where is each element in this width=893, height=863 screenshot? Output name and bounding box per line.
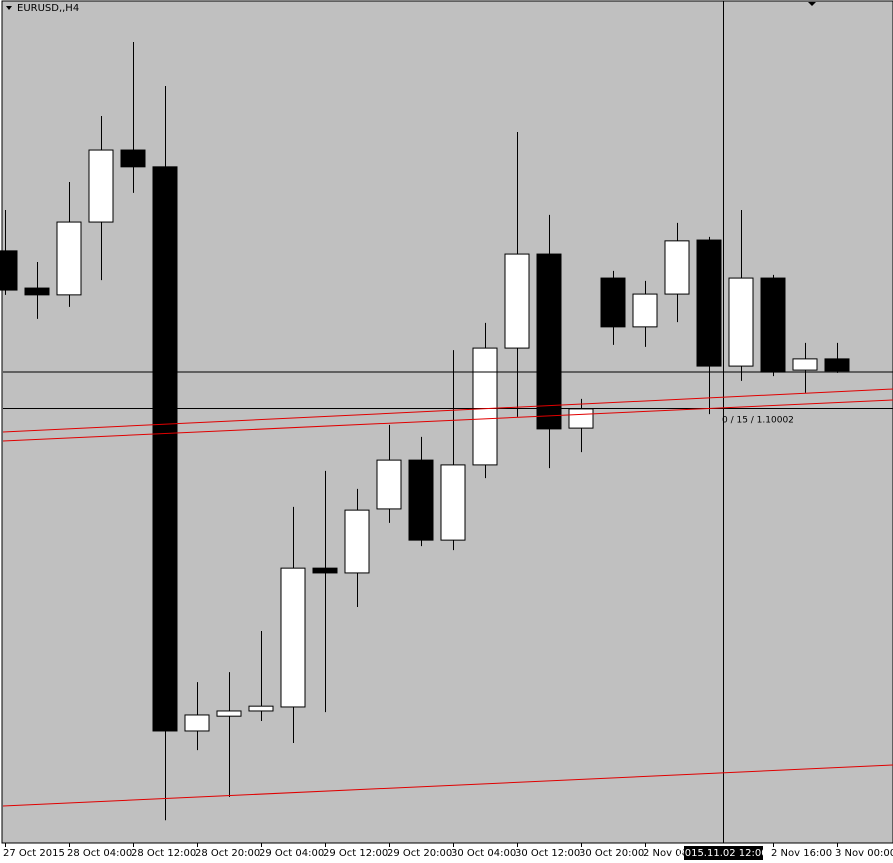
- x-tick-label: 28 Oct 20:00: [195, 848, 260, 859]
- candle-body: [24, 287, 50, 296]
- candle-body: [600, 277, 626, 328]
- marker: [808, 2, 816, 6]
- x-tick-label: 29 Oct 12:00: [323, 848, 388, 859]
- x-tick-label: 28 Oct 04:00: [67, 848, 132, 859]
- menu-triangle[interactable]: [6, 6, 12, 10]
- candle-body: [440, 464, 466, 541]
- x-tick-label: 29 Oct 20:00: [387, 848, 452, 859]
- candle-body: [344, 509, 370, 574]
- candle-body: [504, 253, 530, 349]
- candle-body: [472, 347, 498, 466]
- candle-body: [152, 166, 178, 732]
- candle-body: [0, 250, 18, 291]
- candles: [0, 42, 850, 821]
- trend-line: [2, 399, 893, 442]
- x-tick-label: 3 Nov 00:00: [835, 848, 893, 859]
- candle-body: [376, 459, 402, 510]
- x-tick-label: 30 Oct 12:00: [515, 848, 580, 859]
- candle-body: [568, 408, 594, 429]
- x-tick-label: 2 Nov 16:00: [771, 848, 832, 859]
- candle-body: [88, 149, 114, 223]
- candle-body: [280, 567, 306, 708]
- plot-area: [1, 0, 893, 844]
- x-tick-label: 2 Nov 00:00: [643, 848, 704, 859]
- chart-title: EURUSD,,H4: [17, 3, 79, 14]
- x-tick-label: 30 Oct 04:00: [451, 848, 516, 859]
- candle-body: [632, 293, 658, 328]
- x-tick-label: 27 Oct 2015: [3, 848, 65, 859]
- candle-body: [408, 459, 434, 541]
- candle-body: [760, 277, 786, 373]
- x-tick-label: 30 Oct 20:00: [579, 848, 644, 859]
- trend-line: [2, 388, 893, 433]
- candle-body: [120, 149, 146, 168]
- crosshair-label: 0 / 15 / 1.10002: [722, 416, 794, 426]
- candle-body: [536, 253, 562, 430]
- candle-body: [728, 277, 754, 367]
- candle-body: [824, 358, 850, 372]
- x-tick-label: 28 Oct 12:00: [131, 848, 196, 859]
- candle-body: [184, 714, 210, 732]
- candle-body: [312, 567, 338, 574]
- trend-line: [2, 764, 893, 807]
- candle-body: [56, 221, 82, 296]
- candle-body: [248, 705, 274, 712]
- crosshair-time-box: [684, 846, 763, 860]
- candle-body: [792, 358, 818, 371]
- crosshair-time: 2015.11.02 12:00: [678, 848, 767, 859]
- candle-body: [216, 710, 242, 717]
- candle-body: [696, 239, 722, 367]
- x-tick-label: 29 Oct 04:00: [259, 848, 324, 859]
- candle-body: [664, 240, 690, 295]
